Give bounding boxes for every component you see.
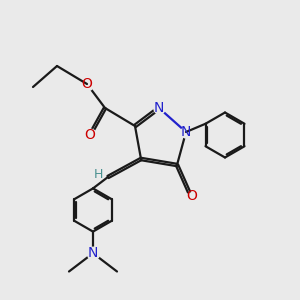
- Text: N: N: [181, 125, 191, 139]
- Text: N: N: [154, 101, 164, 115]
- Text: O: O: [85, 128, 95, 142]
- Text: O: O: [187, 190, 197, 203]
- Text: O: O: [82, 77, 92, 91]
- Text: H: H: [94, 168, 103, 181]
- Text: N: N: [88, 246, 98, 260]
